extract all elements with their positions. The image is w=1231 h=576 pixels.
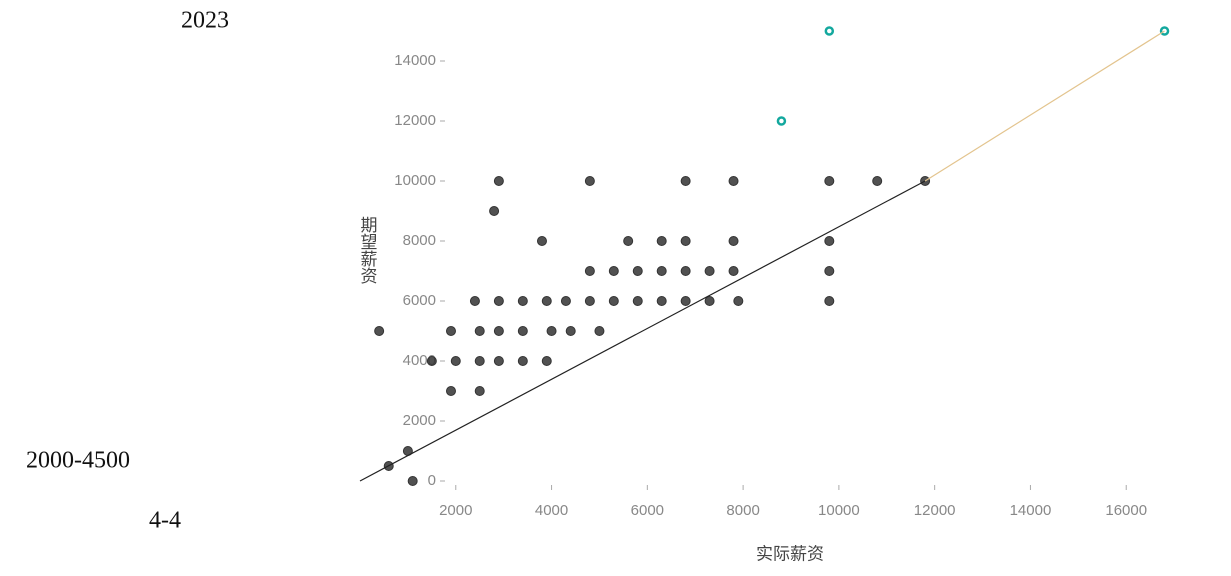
point [517,356,528,366]
point [656,236,667,246]
y-tick-label: 10000 [394,172,436,189]
point [374,326,385,336]
point [776,116,787,126]
point [493,326,504,336]
point [704,296,715,306]
point [824,26,835,36]
point [824,176,835,186]
point [541,356,552,366]
point [445,326,456,336]
point [469,296,480,306]
trend-line [924,30,1165,182]
point [536,236,547,246]
point [733,296,744,306]
point [474,356,485,366]
y-tick-label: 8000 [403,232,436,249]
y-tick-label: 12000 [394,112,436,129]
y-tick-label: 6000 [403,292,436,309]
point [656,266,667,276]
x-tick-label: 8000 [726,502,759,519]
point [493,176,504,186]
trend-line [359,180,926,482]
point [680,236,691,246]
point [824,296,835,306]
point [872,176,883,186]
point [565,326,576,336]
side-text: 2023 [181,8,229,34]
point [824,266,835,276]
side-text: 4-4 [149,508,181,534]
point [824,236,835,246]
x-tick-label: 16000 [1105,502,1147,519]
point [541,296,552,306]
point [546,326,557,336]
point [445,386,456,396]
point [728,176,739,186]
point [489,206,500,216]
point [474,326,485,336]
point [728,266,739,276]
point [680,266,691,276]
point [426,356,437,366]
point [560,296,571,306]
y-tick-label: 0 [428,472,436,489]
point [517,326,528,336]
point [656,296,667,306]
x-tick-label: 12000 [914,502,956,519]
x-tick-label: 10000 [818,502,860,519]
side-text: 2000-4500 [26,448,130,474]
point [584,176,595,186]
point [608,296,619,306]
point [584,266,595,276]
point [474,386,485,396]
point [680,176,691,186]
point [632,296,643,306]
point [493,356,504,366]
point [704,266,715,276]
x-tick-label: 14000 [1010,502,1052,519]
point [728,236,739,246]
point [407,476,418,486]
point [493,296,504,306]
y-tick-label: 4000 [403,352,436,369]
point [632,266,643,276]
y-tick-label: 14000 [394,52,436,69]
x-tick-label: 6000 [631,502,664,519]
point [450,356,461,366]
point [680,296,691,306]
point [517,296,528,306]
y-axis-label: 期望薪资 [358,216,378,284]
y-tick-label: 2000 [403,412,436,429]
point [584,296,595,306]
point [608,266,619,276]
point [594,326,605,336]
x-tick-label: 4000 [535,502,568,519]
x-tick-label: 2000 [439,502,472,519]
point [623,236,634,246]
x-axis-label: 实际薪资 [756,544,824,563]
